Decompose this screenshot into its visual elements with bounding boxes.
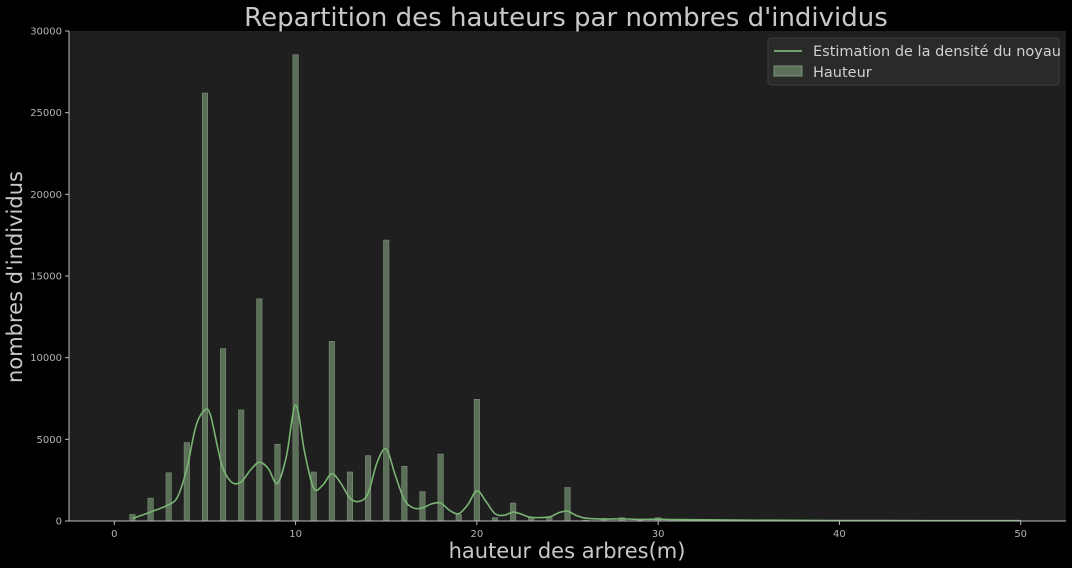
bar-5 bbox=[201, 92, 208, 522]
y-tick-label-0: 0 bbox=[56, 517, 62, 528]
bar-6 bbox=[220, 348, 227, 522]
chart-title: Repartition des hauteurs par nombres d'i… bbox=[244, 3, 888, 33]
bar-17 bbox=[419, 491, 426, 522]
x-tick-label-20: 20 bbox=[470, 529, 483, 540]
plot-area bbox=[69, 31, 1066, 521]
legend-box bbox=[767, 37, 1060, 86]
x-ticks: 0 10 20 30 40 50 bbox=[111, 521, 1027, 540]
x-axis-label: hauteur des arbres(m) bbox=[449, 539, 686, 563]
bar-3 bbox=[165, 472, 172, 522]
x-tick-label-10: 10 bbox=[289, 529, 302, 540]
y-ticks: 0 5000 10000 15000 20000 25000 30000 bbox=[30, 27, 69, 528]
bar-18 bbox=[437, 453, 444, 522]
bar-4 bbox=[183, 442, 190, 522]
x-tick-label-40: 40 bbox=[833, 529, 846, 540]
kde-line bbox=[132, 404, 1021, 522]
bar-7 bbox=[238, 409, 245, 522]
y-tick-label-10000: 10000 bbox=[30, 353, 62, 364]
x-tick-label-30: 30 bbox=[652, 529, 665, 540]
bar-19 bbox=[455, 514, 462, 522]
legend: Estimation de la densité du noyau Hauteu… bbox=[767, 37, 1061, 86]
bar-25 bbox=[564, 487, 571, 522]
bar-10 bbox=[292, 54, 299, 522]
legend-histogram-swatch bbox=[773, 65, 803, 77]
bar-2 bbox=[147, 497, 154, 522]
y-tick-label-20000: 20000 bbox=[30, 190, 62, 201]
bar-8 bbox=[256, 298, 263, 522]
bar-15 bbox=[383, 239, 390, 522]
y-tick-label-15000: 15000 bbox=[30, 272, 62, 283]
x-tick-label-50: 50 bbox=[1014, 529, 1027, 540]
y-tick-label-25000: 25000 bbox=[30, 108, 62, 119]
y-tick-label-30000: 30000 bbox=[30, 27, 62, 38]
y-tick-label-5000: 5000 bbox=[37, 435, 62, 446]
bar-12 bbox=[328, 341, 335, 522]
x-tick-label-0: 0 bbox=[111, 529, 117, 540]
legend-histogram-label: Hauteur bbox=[813, 65, 872, 81]
bar-20 bbox=[473, 399, 480, 522]
y-axis-label: nombres d'individus bbox=[3, 171, 27, 383]
legend-kde-label: Estimation de la densité du noyau bbox=[813, 44, 1061, 60]
bar-11 bbox=[310, 471, 317, 522]
